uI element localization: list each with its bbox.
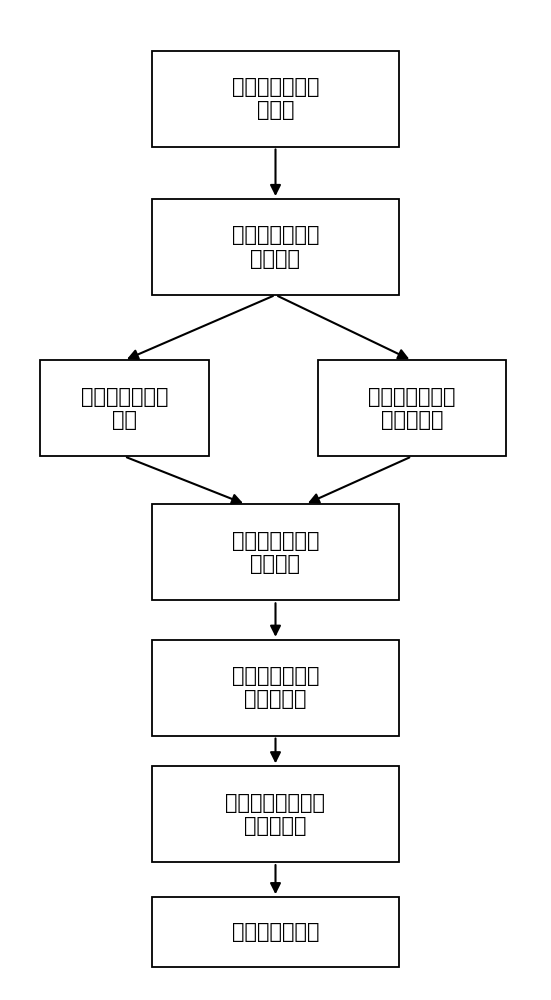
Text: 识别振动系统的
质量与刚度: 识别振动系统的 质量与刚度 bbox=[232, 666, 319, 709]
Text: 最小二乘法解超
定方程组: 最小二乘法解超 定方程组 bbox=[232, 531, 319, 574]
Text: 增加砝码后，再进
行参数识别: 增加砝码后，再进 行参数识别 bbox=[225, 793, 326, 836]
FancyBboxPatch shape bbox=[152, 897, 399, 967]
Text: 扫频实验得到系
统谐振频率: 扫频实验得到系 统谐振频率 bbox=[368, 387, 456, 430]
FancyBboxPatch shape bbox=[152, 504, 399, 600]
Text: 方法精确性验证: 方法精确性验证 bbox=[232, 922, 319, 942]
Text: 有限元计算试件
刚度: 有限元计算试件 刚度 bbox=[80, 387, 168, 430]
FancyBboxPatch shape bbox=[152, 199, 399, 295]
FancyBboxPatch shape bbox=[152, 640, 399, 736]
FancyBboxPatch shape bbox=[152, 51, 399, 147]
FancyBboxPatch shape bbox=[317, 360, 506, 456]
Text: 振动系统的固有
频率方程: 振动系统的固有 频率方程 bbox=[232, 225, 319, 269]
FancyBboxPatch shape bbox=[40, 360, 208, 456]
Text: 建立振动系统力
学模型: 建立振动系统力 学模型 bbox=[232, 77, 319, 120]
FancyBboxPatch shape bbox=[152, 766, 399, 862]
